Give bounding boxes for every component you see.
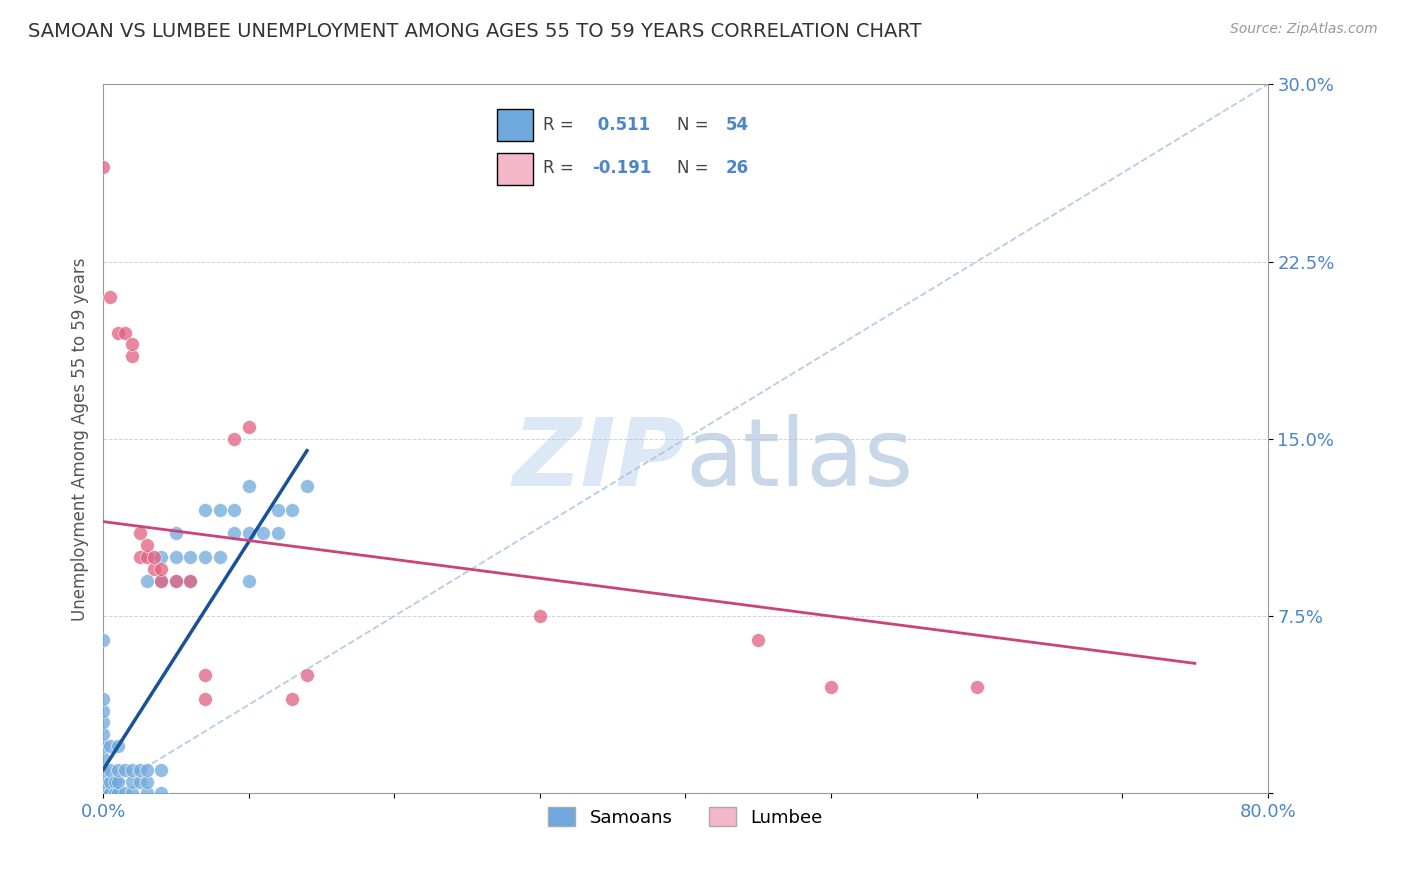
Point xyxy=(165,574,187,588)
Point xyxy=(114,763,136,777)
Point xyxy=(107,786,129,800)
Point xyxy=(224,503,246,517)
Point xyxy=(100,739,122,753)
Point xyxy=(238,479,260,493)
Point xyxy=(208,549,231,564)
Point xyxy=(295,479,318,493)
Text: Source: ZipAtlas.com: Source: ZipAtlas.com xyxy=(1230,22,1378,37)
Point xyxy=(165,574,187,588)
Point xyxy=(128,774,150,789)
Point xyxy=(100,786,122,800)
Point xyxy=(107,774,129,789)
Point xyxy=(104,786,127,800)
Point xyxy=(91,727,114,741)
Point xyxy=(91,160,114,174)
Point xyxy=(150,562,173,576)
Point xyxy=(121,349,143,363)
Text: atlas: atlas xyxy=(685,414,914,506)
Legend: Samoans, Lumbee: Samoans, Lumbee xyxy=(541,800,830,834)
Point xyxy=(165,549,187,564)
Point xyxy=(281,503,304,517)
Point xyxy=(107,326,129,340)
Point xyxy=(114,326,136,340)
Point xyxy=(128,526,150,541)
Text: SAMOAN VS LUMBEE UNEMPLOYMENT AMONG AGES 55 TO 59 YEARS CORRELATION CHART: SAMOAN VS LUMBEE UNEMPLOYMENT AMONG AGES… xyxy=(28,22,921,41)
Point xyxy=(194,691,217,706)
Point xyxy=(135,786,157,800)
Point xyxy=(91,763,114,777)
Point xyxy=(91,691,114,706)
Point xyxy=(143,562,166,576)
Point xyxy=(267,526,290,541)
Point xyxy=(104,774,127,789)
Point xyxy=(179,574,201,588)
Point xyxy=(179,549,201,564)
Point xyxy=(194,668,217,682)
Point xyxy=(267,503,290,517)
Point xyxy=(150,763,173,777)
Point xyxy=(150,574,173,588)
Point xyxy=(91,715,114,730)
Point xyxy=(224,432,246,446)
Point xyxy=(820,680,842,694)
Point xyxy=(91,739,114,753)
Point xyxy=(281,691,304,706)
Point xyxy=(135,538,157,552)
Point xyxy=(150,786,173,800)
Point xyxy=(107,739,129,753)
Text: ZIP: ZIP xyxy=(513,414,685,506)
Point xyxy=(238,420,260,434)
Point xyxy=(121,786,143,800)
Point xyxy=(91,704,114,718)
Point xyxy=(966,680,988,694)
Point xyxy=(295,668,318,682)
Point xyxy=(150,574,173,588)
Point xyxy=(135,774,157,789)
Point xyxy=(100,290,122,304)
Point xyxy=(224,526,246,541)
Point xyxy=(135,574,157,588)
Point xyxy=(194,549,217,564)
Point xyxy=(128,763,150,777)
Point xyxy=(121,337,143,351)
Point xyxy=(143,549,166,564)
Point xyxy=(208,503,231,517)
Point xyxy=(238,574,260,588)
Point xyxy=(121,774,143,789)
Point xyxy=(114,786,136,800)
Point xyxy=(128,549,150,564)
Point xyxy=(529,609,551,624)
Point xyxy=(107,763,129,777)
Point xyxy=(252,526,274,541)
Point xyxy=(238,526,260,541)
Point xyxy=(150,549,173,564)
Point xyxy=(121,763,143,777)
Point xyxy=(91,774,114,789)
Point xyxy=(165,526,187,541)
Point xyxy=(747,632,769,647)
Point xyxy=(100,763,122,777)
Point xyxy=(91,632,114,647)
Y-axis label: Unemployment Among Ages 55 to 59 years: Unemployment Among Ages 55 to 59 years xyxy=(72,257,89,621)
Point xyxy=(100,774,122,789)
Point xyxy=(135,549,157,564)
Point xyxy=(135,763,157,777)
Point xyxy=(91,751,114,765)
Point xyxy=(179,574,201,588)
Point xyxy=(91,786,114,800)
Point xyxy=(194,503,217,517)
